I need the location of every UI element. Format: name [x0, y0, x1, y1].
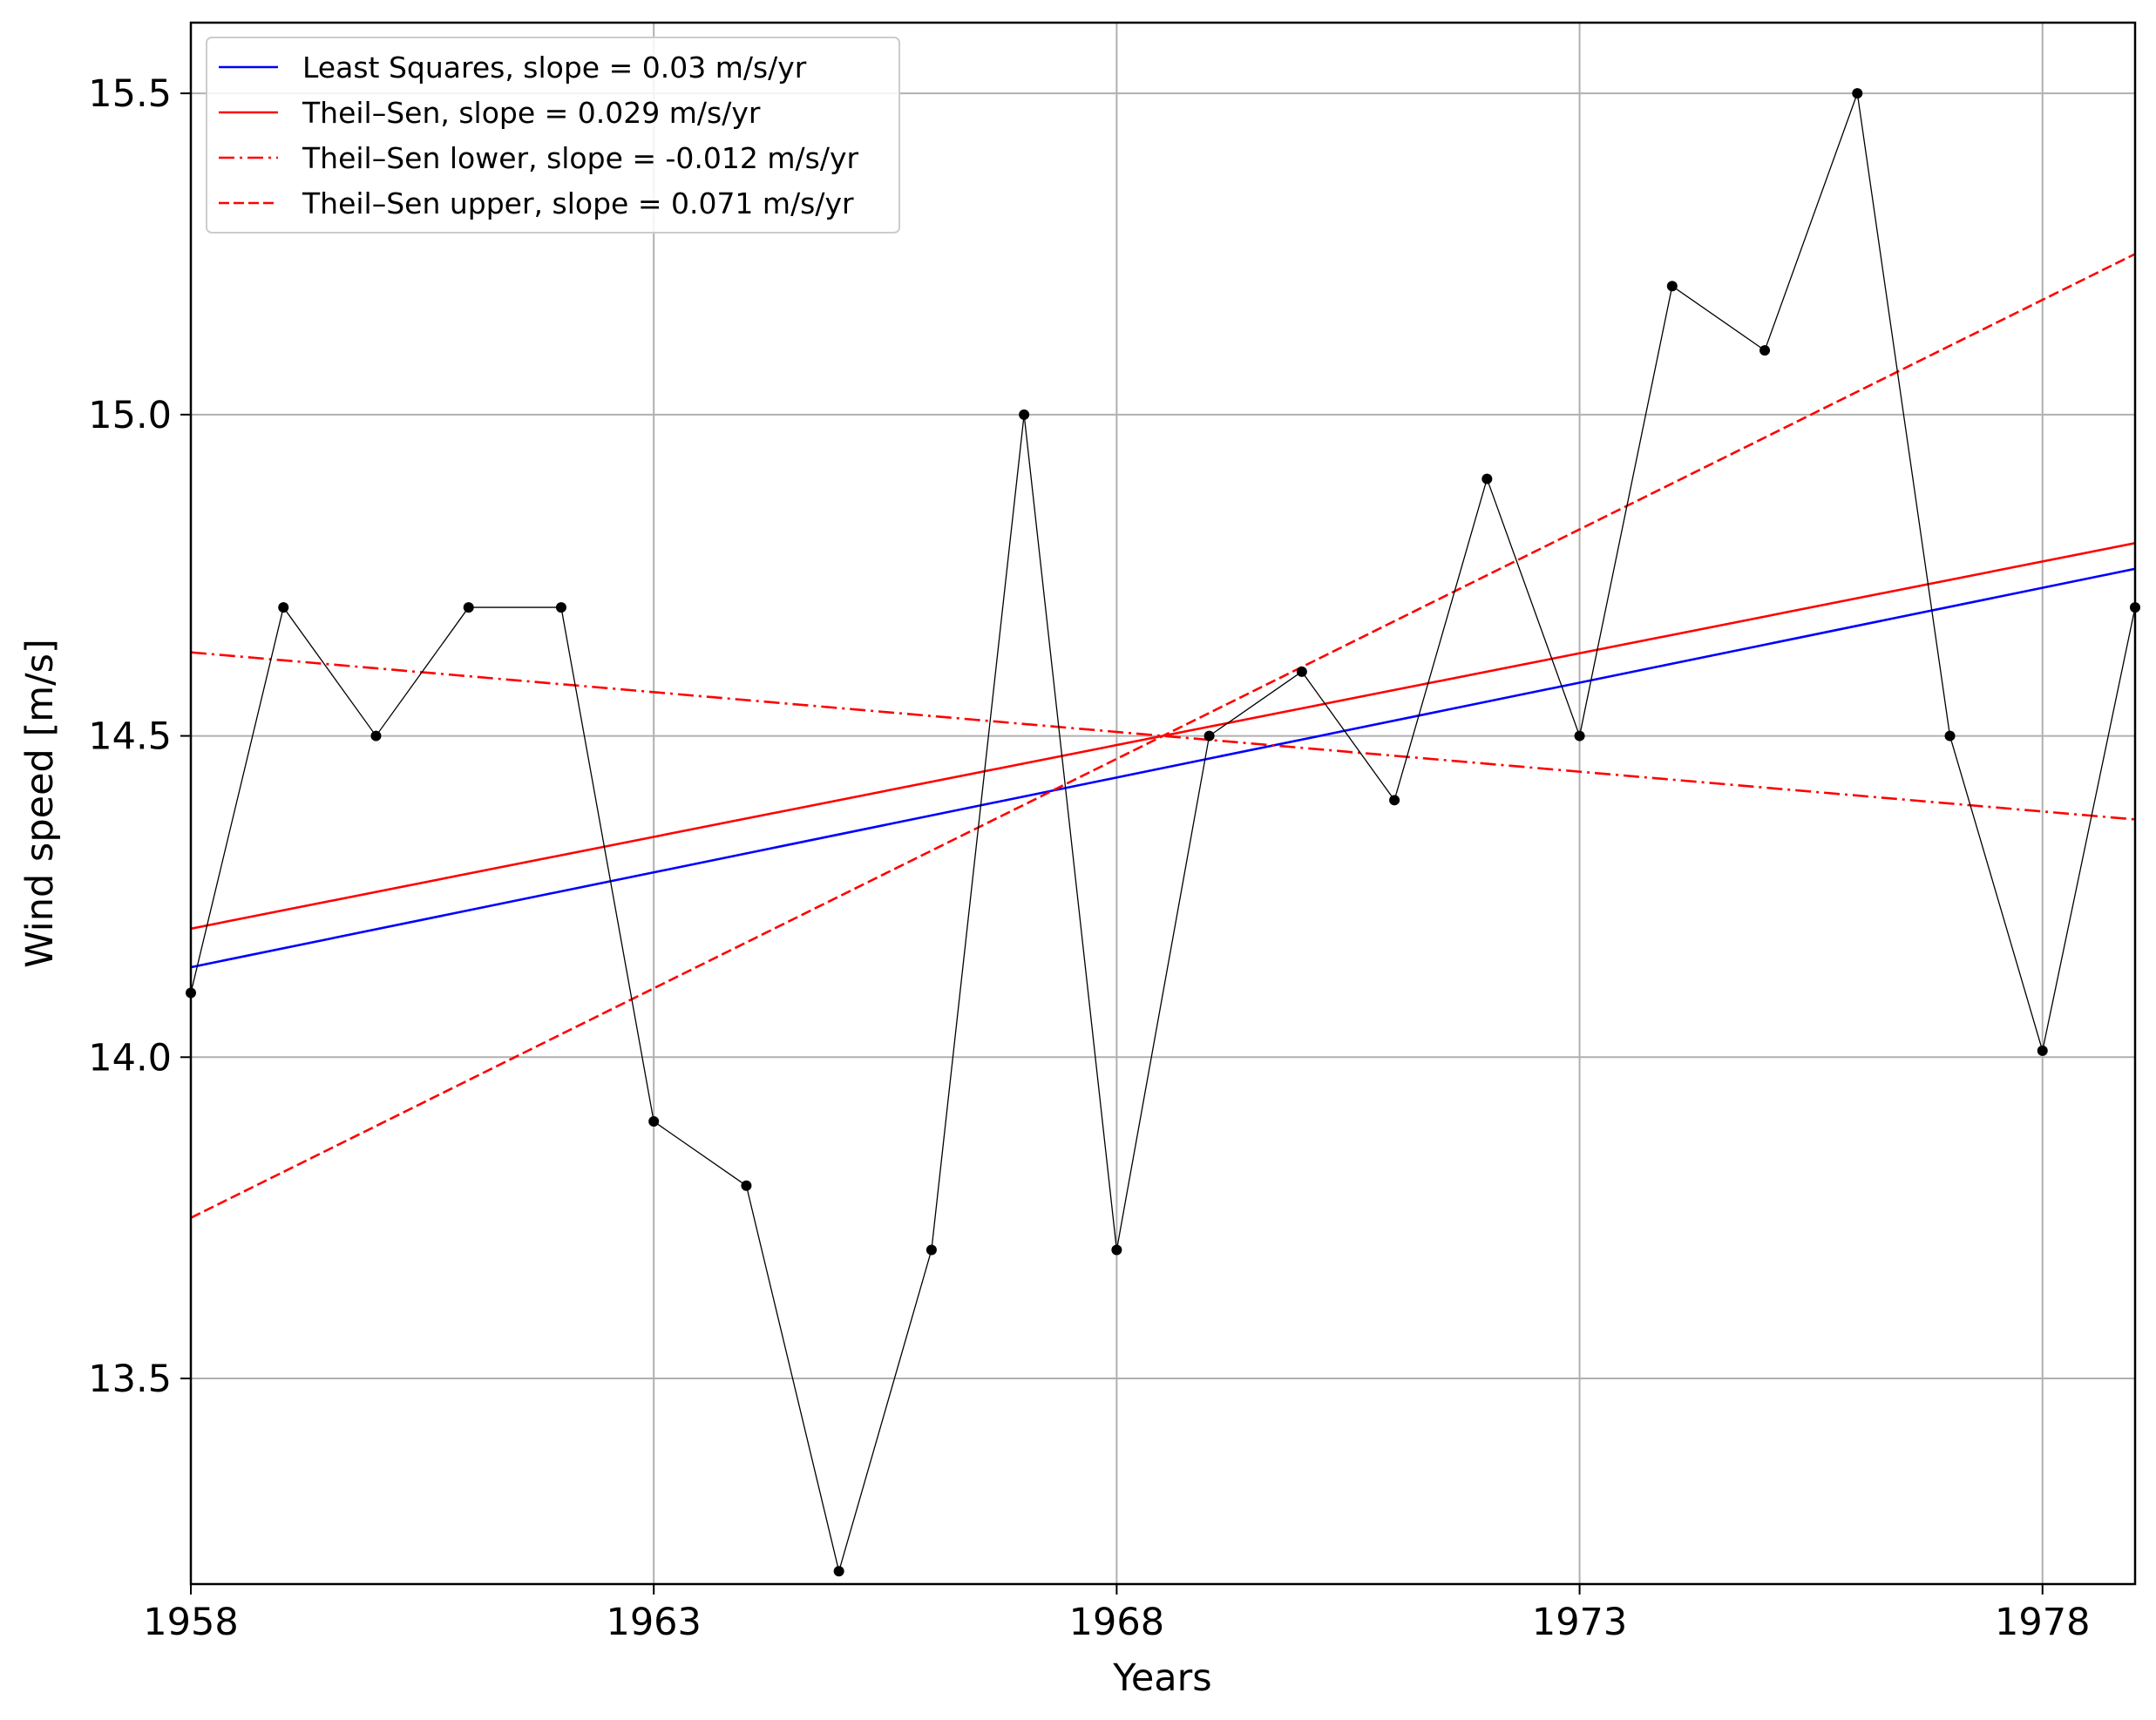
data-point [2037, 1045, 2048, 1056]
x-tick-label: 1978 [1995, 1601, 2090, 1644]
data-point [1019, 409, 1030, 420]
x-tick-label: 1958 [143, 1601, 238, 1644]
data-point [1574, 730, 1585, 741]
legend-entry: Theil–Sen, slope = 0.029 m/s/yr [302, 96, 761, 130]
x-axis-label: Years [1112, 1656, 1211, 1700]
data-point [648, 1116, 660, 1127]
x-tick-label: 1968 [1069, 1601, 1164, 1644]
data-point [1389, 795, 1400, 806]
y-tick-label: 14.0 [88, 1036, 172, 1080]
series-line-1 [191, 567, 2135, 969]
data-point [370, 730, 382, 741]
plot-frame [189, 21, 2137, 1586]
y-tick-label: 14.5 [88, 715, 172, 759]
data-point [463, 602, 474, 613]
y-tick-label: 15.5 [88, 72, 172, 116]
data-point [1481, 473, 1493, 484]
series-line-4 [191, 253, 2135, 1219]
observations-group [186, 88, 2140, 1577]
legend: Least Squares, slope = 0.03 m/s/yr Theil–… [206, 37, 900, 234]
grid [190, 23, 2135, 1584]
data-point [741, 1180, 752, 1191]
data-point [278, 602, 289, 613]
observations-line [190, 92, 2136, 1574]
data-point [1759, 345, 1771, 356]
series-line-3 [191, 651, 2135, 821]
series-group [191, 253, 2135, 1219]
data-point [1944, 730, 1956, 741]
data-point [833, 1566, 844, 1577]
y-tick-label: 15.0 [88, 394, 172, 437]
legend-entry: Theil–Sen upper, slope = 0.071 m/s/yr [302, 186, 854, 220]
y-axis-label: Wind speed [m/s] [18, 639, 62, 968]
data-point [925, 1244, 937, 1256]
data-point [555, 602, 566, 613]
data-point [1203, 730, 1215, 741]
legend-box [206, 37, 900, 234]
data-point [1296, 666, 1307, 677]
ticks: 1958 1963 1968 1973 1978 13.5 14.0 14.5 15.0 15.5 [88, 72, 2090, 1644]
legend-entry: Theil–Sen lower, slope = -0.012 m/s/yr [302, 141, 858, 175]
data-point [1111, 1244, 1122, 1256]
legend-entry: Least Squares, slope = 0.03 m/s/yr [302, 51, 807, 85]
x-tick-label: 1963 [606, 1601, 701, 1644]
data-point [1666, 281, 1678, 292]
y-tick-label: 13.5 [88, 1358, 172, 1401]
data-point [1852, 88, 1863, 99]
x-tick-label: 1973 [1532, 1601, 1627, 1644]
